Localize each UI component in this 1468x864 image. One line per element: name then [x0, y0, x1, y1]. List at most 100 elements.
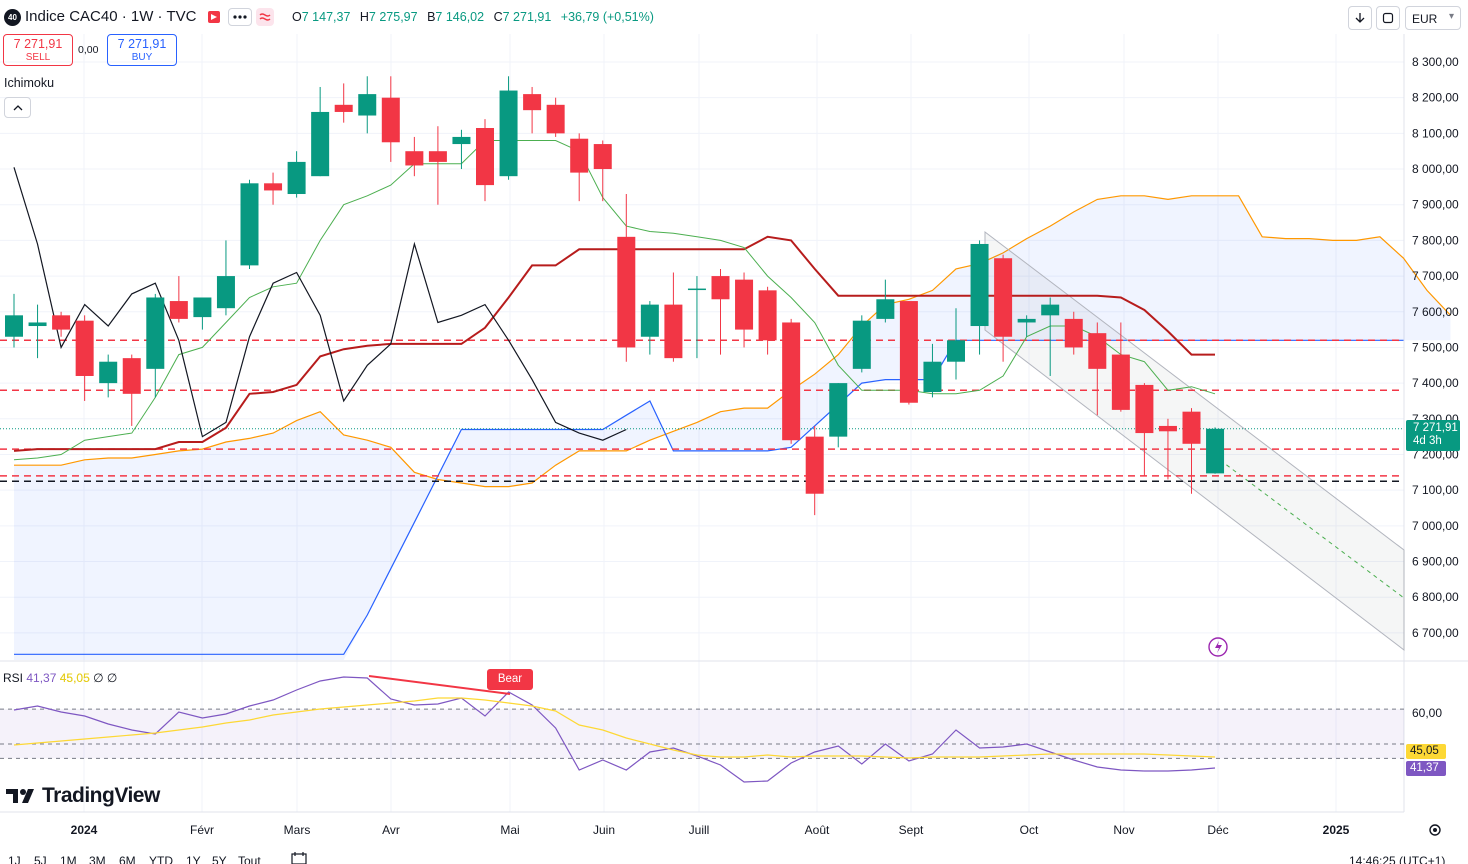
more-options-icon[interactable] — [228, 8, 252, 26]
currency-select[interactable]: EUR ▾ — [1405, 6, 1461, 30]
flag-icon[interactable] — [204, 7, 224, 27]
rsi-value-tag: 41,37 — [1406, 761, 1446, 776]
time-axis-label: Mai — [500, 823, 519, 837]
range-5y[interactable]: 5Y — [212, 854, 227, 864]
ichimoku-kijun — [13, 235, 1215, 452]
settings-icon — [1429, 824, 1441, 836]
price-axis-label: 7 400,00 — [1412, 376, 1459, 390]
symbol-title[interactable]: Indice CAC40 · 1W · TVC — [25, 8, 197, 25]
candle-body — [99, 361, 118, 384]
candle-body — [381, 97, 400, 143]
price-axis-label: 7 100,00 — [1412, 483, 1459, 497]
candle-body — [146, 297, 165, 369]
candle-body — [640, 304, 659, 337]
candle-body — [1088, 333, 1107, 369]
candle-body — [334, 104, 353, 112]
price-axis-label: 7 000,00 — [1412, 519, 1459, 533]
range-6m[interactable]: 6M — [119, 854, 136, 864]
price-axis-label: 8 100,00 — [1412, 126, 1459, 140]
ichimoku-tenkan — [13, 140, 1216, 461]
null-icon: ∅ ∅ — [93, 671, 118, 685]
candle-body — [358, 94, 377, 116]
time-axis-label: Oct — [1020, 823, 1039, 837]
tradingview-logo[interactable]: TradingView — [6, 784, 160, 808]
candle-body — [287, 161, 306, 195]
candle-body — [5, 315, 23, 337]
price-axis-label: 6 900,00 — [1412, 555, 1459, 569]
price-axis-label: 8 000,00 — [1412, 162, 1459, 176]
time-axis-label: 2025 — [1323, 823, 1350, 837]
candle-body — [758, 290, 777, 341]
time-axis-label: Déc — [1207, 823, 1228, 837]
price-axis-label: 6 700,00 — [1412, 626, 1459, 640]
collapse-indicators-button[interactable] — [4, 97, 31, 118]
candle-body — [1182, 411, 1201, 444]
ohlc-readout: O7 147,37 H7 275,97 B7 146,02 C7 271,91 … — [292, 10, 660, 24]
candle-body — [593, 144, 612, 170]
rsi-ma-tag: 45,05 — [1406, 744, 1446, 759]
symbol-logo: 40 — [4, 9, 21, 26]
candle-body — [193, 297, 212, 318]
candle-body — [923, 361, 942, 393]
compare-icon[interactable] — [256, 8, 274, 26]
last-price-tag: 7 271,91 4d 3h — [1406, 420, 1460, 451]
time-axis-label: Mars — [284, 823, 311, 837]
candle-body — [428, 151, 447, 162]
buy-button[interactable]: 7 271,91 BUY — [107, 34, 177, 66]
time-axis-label: Juin — [593, 823, 615, 837]
candle-body — [1135, 384, 1154, 434]
candle-body — [687, 288, 706, 291]
sell-price: 7 271,91 — [13, 37, 63, 51]
arrow-down-icon — [1355, 13, 1365, 23]
buy-label: BUY — [131, 52, 153, 63]
time-axis: 2024 Févr Mars Avr Mai Juin Juill Août Sept Oct No… — [71, 823, 1350, 837]
candle-body — [1158, 425, 1177, 432]
bear-divergence-line — [368, 675, 511, 695]
range-ytd[interactable]: YTD — [149, 854, 173, 864]
range-all[interactable]: Tout — [238, 854, 261, 864]
rsi-legend[interactable]: RSI 41,37 45,05 ∅ ∅ — [3, 671, 117, 685]
sell-button[interactable]: 7 271,91 SELL — [3, 34, 73, 66]
candle-body — [994, 258, 1013, 337]
candle-body — [1041, 304, 1060, 316]
close-value: 7 271,91 — [502, 10, 552, 24]
candle-body — [1111, 354, 1130, 410]
fullscreen-button[interactable] — [1376, 6, 1400, 30]
candle-body — [1206, 428, 1225, 474]
price-axis-label: 7 600,00 — [1412, 305, 1459, 319]
download-button[interactable] — [1348, 6, 1372, 30]
time-axis-label: Juill — [689, 823, 710, 837]
time-axis-label: Sept — [899, 823, 924, 837]
candle-body — [664, 304, 683, 359]
time-axis-label: Févr — [190, 823, 214, 837]
last-price: 7 271,91 — [1413, 422, 1458, 434]
calendar-icon[interactable] — [291, 852, 307, 864]
range-bar: 1J 5J 1M 3M 6M YTD 1Y 5Y Tout — [0, 852, 1468, 864]
price-axis-label: 7 700,00 — [1412, 269, 1459, 283]
range-1y[interactable]: 1Y — [186, 854, 201, 864]
close-label: C — [493, 10, 503, 24]
event-icon — [1208, 637, 1228, 657]
chevron-down-icon: ▾ — [1448, 11, 1454, 22]
candle-body — [75, 320, 94, 376]
indicator-label[interactable]: Ichimoku — [4, 76, 55, 90]
settings-icon-core — [1433, 828, 1437, 832]
price-axis: 8 300,00 8 200,00 8 100,00 8 000,00 7 900,00… — [1412, 55, 1459, 640]
price-axis-label: 8 300,00 — [1412, 55, 1459, 69]
time-axis-label: Août — [805, 823, 830, 837]
rsi-band — [0, 709, 1404, 759]
candle-body — [947, 340, 965, 362]
range-1m[interactable]: 1M — [60, 854, 77, 864]
candle-body — [52, 315, 71, 330]
candle-body — [1064, 318, 1083, 348]
range-3m[interactable]: 3M — [89, 854, 106, 864]
range-1d[interactable]: 1J — [8, 854, 21, 864]
time-axis-label: Nov — [1113, 823, 1134, 837]
sell-label: SELL — [25, 52, 51, 63]
open-label: O — [292, 10, 302, 24]
currency-value: EUR — [1412, 12, 1438, 26]
range-5d[interactable]: 5J — [34, 854, 47, 864]
candle-body — [476, 128, 494, 186]
channel-midline — [1219, 459, 1405, 599]
